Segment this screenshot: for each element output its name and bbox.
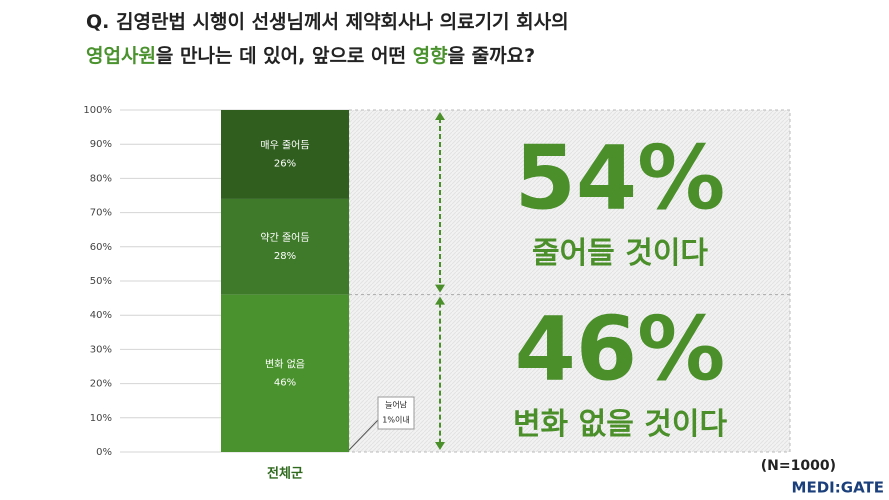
- y-tick-label: 40%: [90, 310, 112, 321]
- y-tick-label: 90%: [90, 139, 112, 150]
- x-tick-label: 전체군: [267, 466, 303, 482]
- logo: MEDI:GATE: [792, 479, 884, 497]
- y-tick-label: 80%: [90, 173, 112, 184]
- summary-text: 변화 없을 것이다: [513, 407, 727, 442]
- arrow-head: [435, 284, 445, 293]
- summary-value: 54%: [515, 126, 726, 229]
- y-tick-label: 70%: [90, 208, 112, 219]
- callout-box: [377, 396, 415, 430]
- segment-name: 변화 없음: [265, 357, 305, 370]
- summary-value: 46%: [515, 297, 726, 400]
- bar-segment: [221, 198, 349, 295]
- arrow-head: [435, 112, 445, 120]
- y-tick-label: 20%: [90, 379, 112, 390]
- title-part: 영향: [413, 45, 448, 67]
- note: (N=1000): [761, 458, 836, 474]
- bar-segment: [221, 294, 349, 452]
- y-tick-label: 10%: [90, 413, 112, 424]
- title-part: 영업사원: [86, 45, 156, 67]
- y-tick-label: 0%: [96, 447, 112, 458]
- summary-text: 줄어들 것이다: [532, 236, 708, 271]
- y-tick-label: 60%: [90, 242, 112, 253]
- data-label: 46%: [274, 377, 296, 388]
- bar-segment: [221, 110, 349, 199]
- y-tick-label: 50%: [90, 276, 112, 287]
- segment-name: 매우 줄어듬: [260, 139, 309, 151]
- annotation: 1%이내: [382, 415, 409, 425]
- chart-title: 영업사원을 만나는 데 있어, 앞으로 어떤 영향을 줄까요?: [86, 45, 535, 67]
- y-tick-label: 30%: [90, 344, 112, 355]
- data-label: 26%: [274, 158, 296, 169]
- callout-line: [348, 419, 379, 451]
- title-part: 을 만나는 데 있어, 앞으로 어떤: [156, 45, 413, 67]
- arrow-head: [435, 442, 445, 450]
- title-part: 을 줄까요?: [448, 45, 536, 67]
- arrow-head: [435, 296, 445, 305]
- title-part: Q. 김영란법 시행이 선생님께서 제약회사나 의료기기 회사의: [86, 11, 569, 33]
- y-tick-label: 100%: [83, 105, 112, 116]
- data-label: 28%: [274, 251, 296, 262]
- annotation: 늘어남: [385, 400, 408, 410]
- segment-name: 약간 줄어듬: [260, 232, 309, 244]
- chart-title: Q. 김영란법 시행이 선생님께서 제약회사나 의료기기 회사의: [86, 11, 569, 33]
- summary-panel: [348, 109, 791, 453]
